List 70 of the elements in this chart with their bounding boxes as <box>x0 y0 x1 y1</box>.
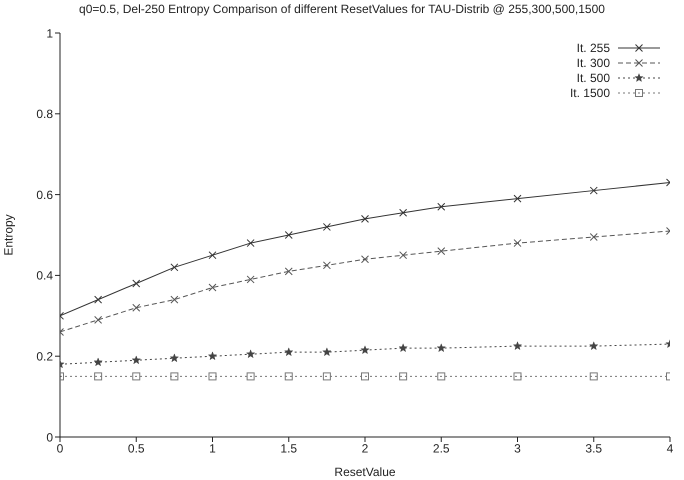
y-tick-label: 0.2 <box>36 349 54 364</box>
point <box>322 261 331 270</box>
point <box>132 304 140 312</box>
point <box>132 356 141 364</box>
point <box>132 372 140 380</box>
point <box>208 352 217 360</box>
point <box>246 372 255 380</box>
x-tick-label: 1.5 <box>280 442 298 456</box>
x-tick-label: 0 <box>56 442 64 456</box>
point <box>94 358 102 366</box>
point <box>437 247 446 256</box>
x-tick-label: 2 <box>362 442 369 456</box>
point <box>170 354 179 362</box>
point <box>514 194 522 203</box>
legend-label: It. 300 <box>576 56 610 70</box>
legend-label: It. 255 <box>576 40 610 54</box>
point <box>590 372 598 380</box>
x-tick-label: 1 <box>209 442 216 456</box>
x-tick-label: 3.5 <box>585 442 602 456</box>
point <box>361 372 369 380</box>
point <box>208 284 216 292</box>
point <box>513 342 522 350</box>
y-tick-label: 0.8 <box>36 107 54 122</box>
y-tick-label: 0.4 <box>36 268 54 283</box>
point <box>514 239 522 248</box>
point <box>170 296 178 304</box>
point <box>322 222 331 231</box>
point <box>436 344 446 352</box>
x-tick-label: 2.5 <box>432 442 450 456</box>
point <box>322 348 332 356</box>
point <box>284 372 293 380</box>
point <box>170 263 178 272</box>
legend-label: It. 1500 <box>570 86 610 100</box>
point <box>246 350 255 358</box>
y-axis-title: Entropy <box>1 214 16 256</box>
point <box>208 251 216 260</box>
point <box>514 372 522 380</box>
point <box>399 372 408 380</box>
x-tick-label: 0.5 <box>128 442 145 456</box>
point <box>132 279 140 288</box>
point <box>437 372 446 380</box>
point <box>208 372 216 380</box>
point <box>399 208 408 217</box>
point <box>94 296 102 304</box>
point <box>284 348 294 356</box>
x-tick-label: 3 <box>514 442 522 456</box>
y-tick-label: 1 <box>46 26 54 40</box>
point <box>246 239 255 248</box>
point <box>437 202 446 211</box>
point <box>170 372 178 380</box>
x-axis-title: ResetValue <box>334 465 396 479</box>
point <box>322 372 331 380</box>
y-tick-label: 0 <box>46 430 54 444</box>
y-tick-label: 0.6 <box>36 188 54 202</box>
point <box>589 342 598 350</box>
point <box>284 267 293 276</box>
x-tick-label: 4 <box>666 442 674 456</box>
point <box>246 275 255 284</box>
chart-title: q0=0.5, Del-250 Entropy Comparison of different ResetValues for TAU-Distrib @ 255,300,500,1500 <box>78 2 606 16</box>
point <box>590 186 598 195</box>
point <box>360 346 370 354</box>
point <box>361 214 369 223</box>
legend-label: It. 500 <box>576 70 610 84</box>
point <box>361 255 369 264</box>
point <box>399 251 408 260</box>
point <box>284 231 293 239</box>
point <box>590 233 598 242</box>
point <box>398 344 408 352</box>
point <box>94 316 102 324</box>
point <box>94 372 102 380</box>
